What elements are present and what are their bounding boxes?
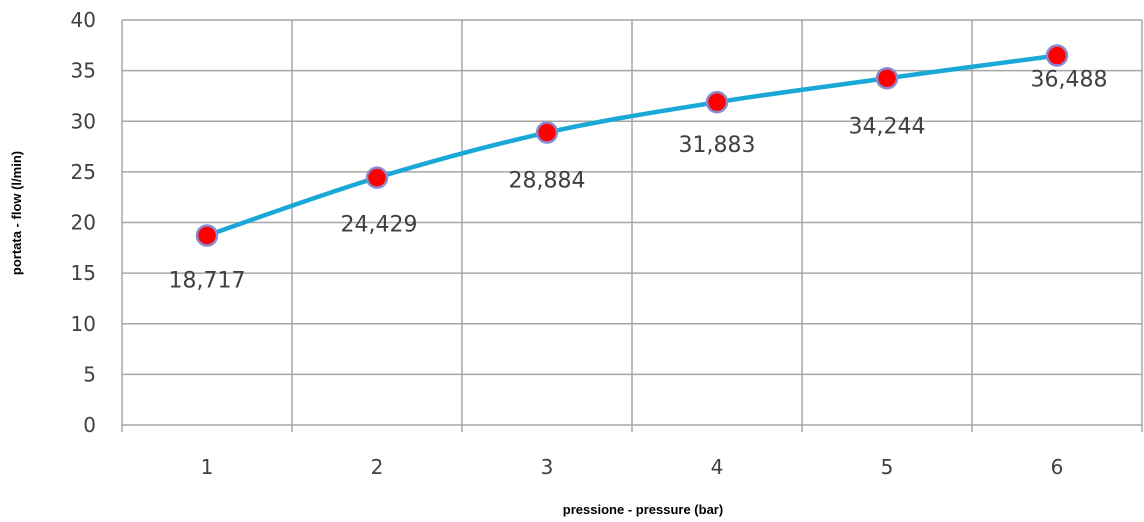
x-tick-label: 6 — [1051, 455, 1064, 479]
x-tick-label: 2 — [371, 455, 384, 479]
data-label: 34,244 — [849, 114, 926, 139]
y-tick-label: 40 — [71, 8, 96, 32]
data-point — [705, 90, 729, 114]
y-axis-tick-labels: 0 5 10 15 20 25 30 35 40 — [71, 8, 96, 437]
x-axis-tick-labels: 1 2 3 4 5 6 — [201, 455, 1064, 479]
y-tick-label: 15 — [71, 261, 96, 285]
x-tick-label: 4 — [711, 455, 724, 479]
x-tick-label: 1 — [201, 455, 214, 479]
data-point — [365, 166, 389, 189]
data-point — [875, 67, 899, 90]
series-line — [204, 53, 1060, 238]
y-tick-label: 20 — [71, 211, 96, 235]
y-tick-label: 10 — [71, 312, 96, 336]
series — [195, 44, 1069, 247]
y-tick-label: 35 — [71, 59, 96, 83]
data-label: 28,884 — [509, 169, 586, 194]
y-tick-label: 0 — [83, 413, 96, 437]
grid — [121, 19, 1143, 432]
x-axis-title: pressione - pressure (bar) — [563, 502, 723, 517]
data-point — [195, 224, 219, 247]
data-label: 31,883 — [679, 133, 756, 158]
y-axis-title: portata - flow (l/min) — [9, 151, 24, 275]
data-label: 24,429 — [341, 213, 418, 238]
data-label: 36,488 — [1031, 68, 1108, 93]
x-tick-label: 5 — [881, 455, 894, 479]
data-labels: 18,717 24,429 28,884 31,883 34,244 36,488 — [169, 68, 1108, 294]
x-tick-label: 3 — [541, 455, 554, 479]
y-tick-label: 25 — [71, 160, 96, 184]
y-tick-label: 30 — [71, 109, 96, 133]
data-point — [535, 121, 559, 144]
data-point — [1045, 44, 1069, 67]
y-tick-label: 5 — [83, 362, 96, 386]
data-label: 18,717 — [169, 268, 246, 293]
